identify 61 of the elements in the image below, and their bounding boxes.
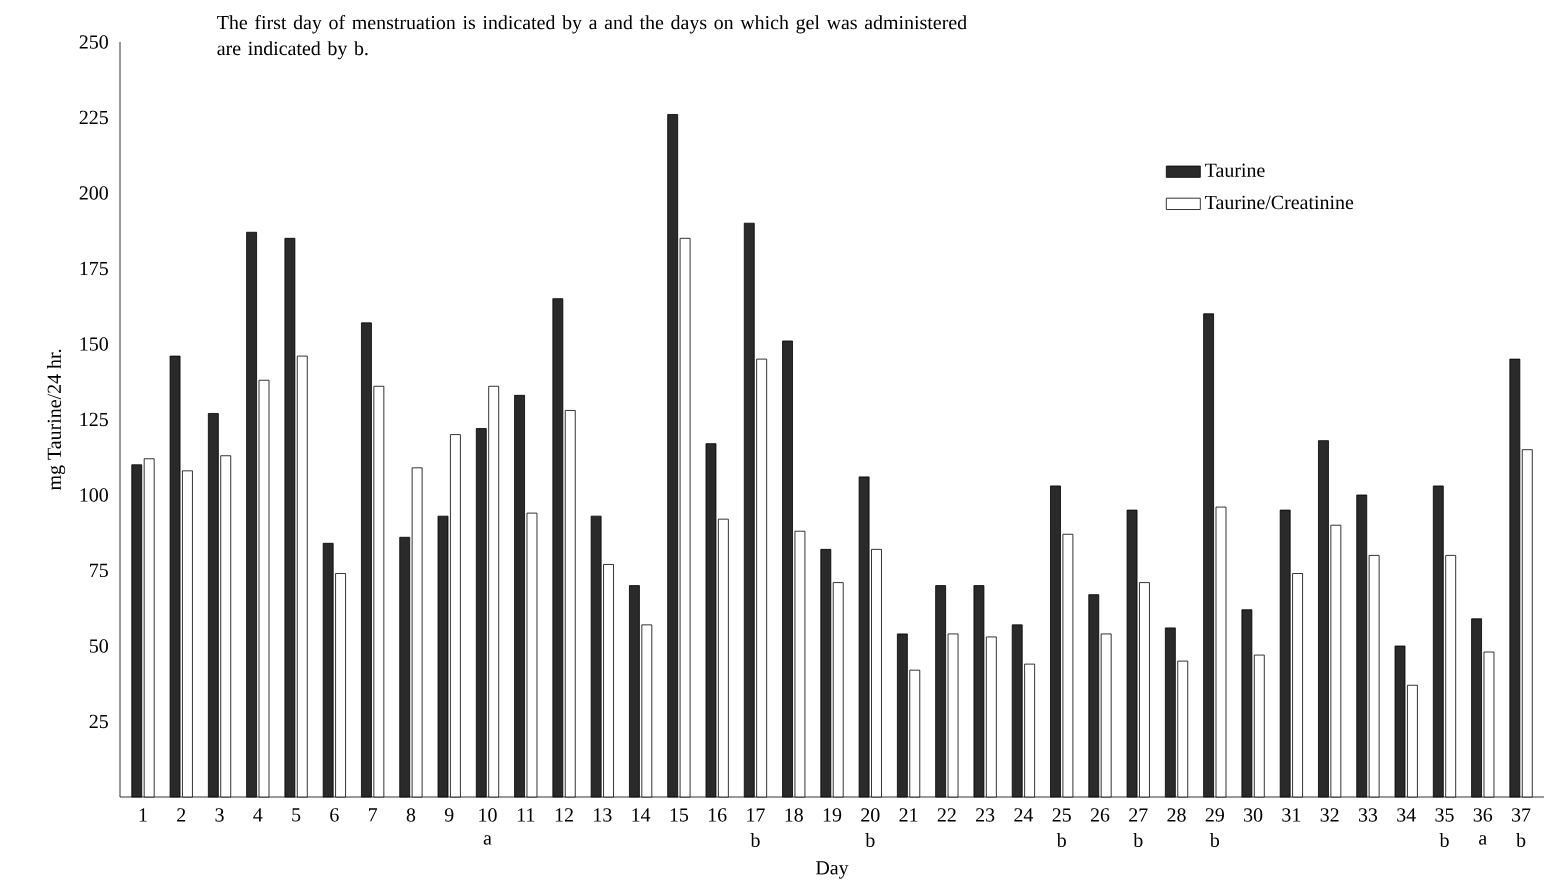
x-tick-label: 32 bbox=[1320, 808, 1339, 822]
annotation: a bbox=[1479, 835, 1487, 845]
annotation: b bbox=[1516, 832, 1526, 847]
x-tick-label: 2 bbox=[177, 808, 186, 822]
x-axis-title: Day bbox=[815, 861, 849, 879]
x-tick-label: 34 bbox=[1397, 808, 1416, 822]
annotation: The first day of menstruation is indicated by a and the days on which gel was administered are indicated by b. bbox=[217, 15, 967, 60]
annotation: b bbox=[1439, 832, 1449, 847]
x-tick-label: 31 bbox=[1282, 808, 1301, 822]
y-tick-label: 150 bbox=[80, 337, 108, 351]
x-tick-label: 21 bbox=[899, 808, 918, 822]
x-tick-label: 33 bbox=[1358, 808, 1378, 822]
x-tick-label: 3 bbox=[215, 808, 224, 822]
x-tick-label: 4 bbox=[253, 808, 263, 822]
x-tick-label: 15 bbox=[670, 808, 689, 822]
y-tick-label: 225 bbox=[79, 110, 108, 125]
legend-label: Taurine/Creatinine bbox=[1205, 195, 1354, 210]
x-tick-label: 14 bbox=[632, 808, 651, 822]
x-tick-label: 29 bbox=[1205, 808, 1224, 822]
x-tick-label: 26 bbox=[1090, 808, 1110, 822]
x-tick-label: 10 bbox=[479, 808, 497, 822]
x-tick-label: 13 bbox=[594, 808, 612, 822]
x-tick-label: 11 bbox=[517, 808, 535, 822]
y-tick-label: 50 bbox=[89, 639, 108, 653]
annotation: b bbox=[865, 832, 875, 847]
y-tick-label: 125 bbox=[80, 412, 108, 427]
x-tick-label: 5 bbox=[292, 808, 301, 822]
x-tick-label: 12 bbox=[555, 808, 573, 822]
x-tick-label: 20 bbox=[861, 808, 880, 822]
x-tick-label: 36 bbox=[1473, 808, 1493, 822]
x-tick-label: 7 bbox=[368, 808, 378, 822]
x-tick-label: 37 bbox=[1512, 808, 1531, 822]
x-tick-label: 24 bbox=[1014, 808, 1034, 822]
x-tick-label: 25 bbox=[1052, 808, 1071, 822]
y-axis-title: mg Taurine/24 hr. bbox=[47, 349, 66, 491]
y-tick-label: 250 bbox=[79, 35, 108, 49]
x-tick-label: 23 bbox=[976, 808, 995, 822]
x-tick-label: 8 bbox=[406, 808, 416, 822]
legend-label: Taurine bbox=[1205, 163, 1265, 177]
x-tick-label: 27 bbox=[1129, 808, 1148, 822]
x-tick-label: 18 bbox=[785, 808, 803, 822]
y-tick-label: 200 bbox=[79, 186, 108, 200]
x-tick-label: 1 bbox=[139, 808, 147, 822]
x-tick-label: 28 bbox=[1167, 808, 1186, 822]
x-tick-label: 17 bbox=[747, 808, 765, 822]
annotation: b bbox=[1209, 832, 1220, 847]
x-tick-label: 35 bbox=[1435, 808, 1454, 822]
x-tick-label: 19 bbox=[823, 808, 842, 822]
x-tick-label: 9 bbox=[444, 808, 454, 822]
annotation: b bbox=[750, 832, 760, 847]
annotation: b bbox=[1056, 832, 1066, 847]
x-tick-label: 30 bbox=[1244, 808, 1263, 822]
annotation: a bbox=[483, 835, 492, 845]
x-tick-label: 16 bbox=[708, 808, 727, 822]
x-tick-label: 22 bbox=[937, 808, 956, 822]
x-tick-label: 6 bbox=[330, 808, 339, 822]
y-tick-label: 25 bbox=[89, 714, 108, 729]
annotation: b bbox=[1133, 832, 1143, 847]
y-tick-label: 175 bbox=[80, 261, 108, 276]
y-tick-label: 100 bbox=[80, 488, 108, 502]
y-tick-label: 75 bbox=[90, 563, 108, 578]
